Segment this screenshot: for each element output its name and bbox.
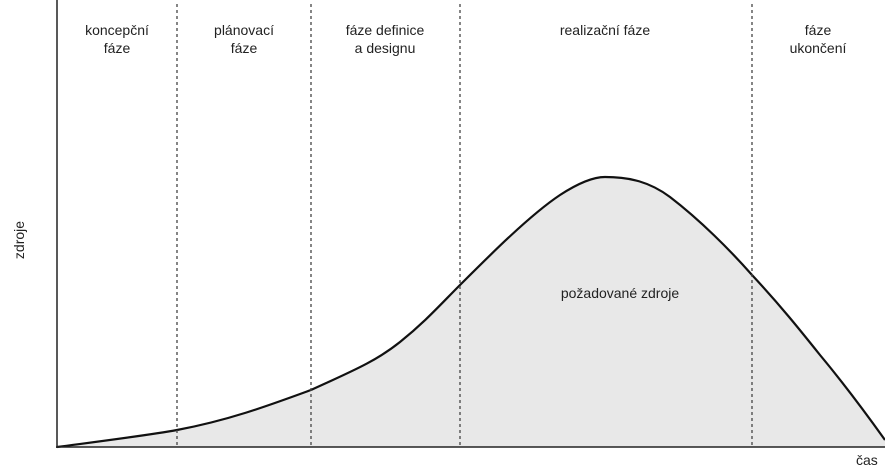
phase-label: koncepční bbox=[85, 22, 149, 38]
phase-label: fáze definice bbox=[346, 22, 425, 38]
resource-curve bbox=[56, 175, 885, 449]
resource-area bbox=[57, 177, 885, 447]
phase-label: a designu bbox=[355, 40, 416, 56]
phase-label: plánovací bbox=[214, 22, 274, 38]
y-axis-label: zdroje bbox=[11, 221, 27, 259]
phase-labels: koncepční fáze plánovací fáze fáze definice a… bbox=[85, 22, 846, 56]
phase-label: fáze bbox=[805, 22, 832, 38]
phase-dividers bbox=[176, 4, 753, 447]
x-axis-label: čas bbox=[856, 452, 878, 468]
phase-label: fáze bbox=[104, 40, 131, 56]
phase-label: ukončení bbox=[790, 40, 847, 56]
area-label: požadované zdroje bbox=[561, 285, 680, 301]
phase-label: realizační fáze bbox=[560, 22, 650, 38]
phase-label: fáze bbox=[231, 40, 258, 56]
